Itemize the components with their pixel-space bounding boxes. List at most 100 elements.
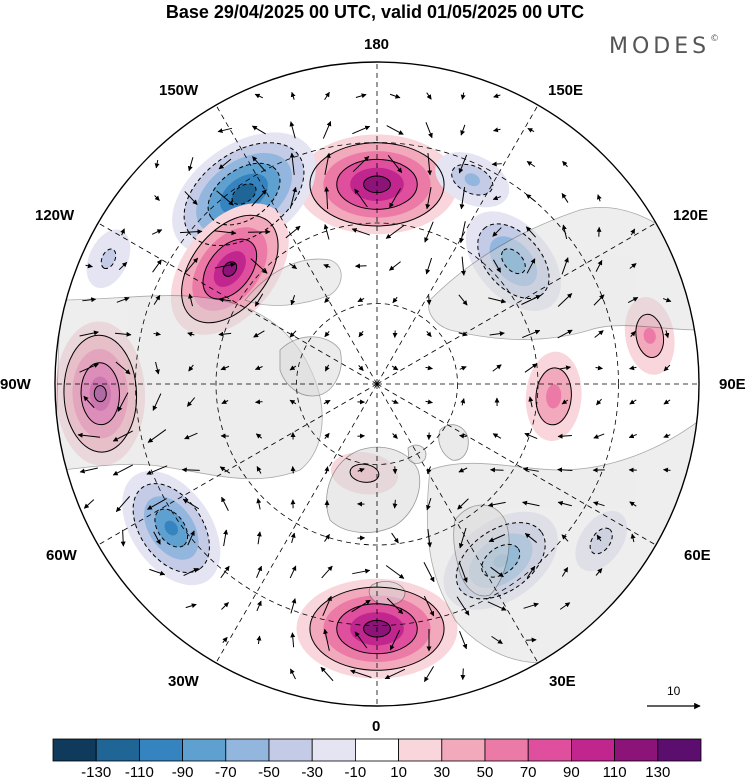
wind-arrow bbox=[488, 297, 507, 304]
wind-arrow bbox=[290, 598, 297, 614]
wind-arrow bbox=[183, 568, 199, 576]
wind-arrow bbox=[218, 297, 232, 303]
anomaly-contour bbox=[477, 223, 550, 300]
wind-arrow bbox=[184, 191, 198, 205]
colorbar-swatch bbox=[354, 738, 399, 762]
wind-arrow bbox=[460, 668, 466, 681]
wind-arrow bbox=[289, 121, 296, 139]
wind-arrow bbox=[153, 331, 161, 337]
wind-arrow bbox=[392, 433, 398, 439]
wind-arrow bbox=[218, 158, 232, 170]
wind-arrow bbox=[392, 296, 398, 304]
anomaly-band bbox=[101, 249, 116, 269]
siberia-landmass bbox=[428, 207, 699, 340]
wind-arrow bbox=[630, 228, 636, 236]
wind-arrow bbox=[596, 194, 602, 202]
latitude-circle bbox=[135, 142, 619, 626]
wind-arrow bbox=[629, 365, 637, 371]
wind-arrow bbox=[458, 294, 468, 306]
wind-arrow bbox=[629, 399, 637, 405]
wind-arrow bbox=[151, 229, 163, 235]
wind-arrow bbox=[114, 331, 132, 337]
wind-arrow bbox=[392, 499, 398, 509]
anomaly-contour bbox=[154, 508, 189, 548]
latitude-circle bbox=[296, 303, 458, 465]
wind-arrow bbox=[491, 635, 503, 645]
wind-arrow bbox=[663, 467, 671, 473]
wind-arrow bbox=[187, 331, 195, 337]
anomaly-contour bbox=[635, 313, 665, 359]
colorbar-swatch bbox=[614, 738, 659, 762]
wind-arrow bbox=[253, 330, 265, 338]
anomaly-contour bbox=[309, 586, 445, 671]
wind-arrow bbox=[324, 432, 330, 440]
wind-arrow bbox=[186, 397, 196, 407]
colorbar-swatch bbox=[571, 738, 616, 762]
wind-arrow bbox=[459, 631, 468, 650]
wind-arrow bbox=[83, 499, 95, 509]
colorbar-swatch bbox=[484, 738, 529, 762]
wind-arrow bbox=[527, 128, 535, 133]
colorbar-swatch bbox=[52, 738, 97, 762]
wind-arrow bbox=[557, 293, 573, 307]
wind-arrow bbox=[664, 330, 670, 339]
land-masses bbox=[55, 207, 699, 663]
lon-label-180: 180 bbox=[364, 36, 390, 53]
wind-arrow bbox=[323, 223, 330, 240]
wind-arrow bbox=[354, 631, 368, 649]
wind-arrow bbox=[459, 187, 466, 210]
wind-arrow bbox=[427, 528, 433, 548]
wind-arrow bbox=[221, 399, 229, 404]
wind-arrow bbox=[492, 259, 502, 273]
wind-arrow bbox=[490, 566, 504, 578]
wind-arrow bbox=[256, 600, 262, 612]
wind-arrow bbox=[460, 124, 466, 136]
wind-arrow bbox=[250, 258, 268, 274]
wind-arrow bbox=[423, 595, 435, 617]
wind-arrow bbox=[561, 193, 569, 203]
wind-arrow bbox=[289, 186, 298, 209]
wind-arrow bbox=[185, 603, 197, 609]
wind-arrow bbox=[526, 258, 536, 274]
lon-label-90e: 90E bbox=[719, 376, 746, 393]
wind-arrow bbox=[214, 230, 237, 236]
north-america-landmass bbox=[55, 295, 323, 480]
wind-arrow bbox=[251, 125, 266, 135]
wind-arrow bbox=[351, 599, 371, 613]
wind-arrow bbox=[487, 601, 507, 611]
wind-arrow bbox=[79, 467, 98, 474]
wind-arrow bbox=[525, 226, 537, 238]
wind-arrow bbox=[222, 636, 228, 644]
wind-arrow bbox=[79, 330, 99, 337]
wind-arrow bbox=[323, 628, 330, 651]
wind-arrow bbox=[662, 297, 672, 303]
wind-arrow bbox=[493, 93, 501, 99]
wind-arrow bbox=[290, 668, 296, 680]
colorbar-tick-label: -110 bbox=[124, 764, 154, 781]
wind-arrow bbox=[149, 568, 166, 576]
wind-arrow bbox=[324, 152, 331, 175]
wind-arrow bbox=[290, 466, 296, 474]
colorbar-swatch bbox=[527, 738, 572, 762]
wind-arrow bbox=[391, 532, 399, 544]
wind-arrow bbox=[147, 498, 167, 510]
wind-arrow bbox=[324, 186, 330, 210]
wind-arrow bbox=[596, 398, 602, 406]
anomaly-contour bbox=[501, 248, 526, 275]
wind-arrow bbox=[181, 467, 200, 473]
wind-arrow bbox=[423, 666, 435, 683]
wind-arrow bbox=[218, 331, 232, 337]
wind-arrow bbox=[217, 127, 233, 134]
colorbar-swatch bbox=[95, 738, 140, 762]
wind-vector-field bbox=[77, 91, 672, 683]
wind-arrow bbox=[663, 399, 671, 405]
wind-arrow bbox=[524, 432, 538, 440]
colorbar-tick-label: 50 bbox=[476, 764, 494, 781]
lon-label-90w: 90W bbox=[0, 376, 31, 393]
wind-arrow bbox=[594, 330, 604, 338]
wind-arrow bbox=[120, 228, 125, 236]
wind-arrow bbox=[459, 366, 467, 371]
anomaly-contour bbox=[207, 162, 281, 226]
wind-arrow bbox=[629, 501, 637, 507]
wind-arrow bbox=[663, 433, 671, 438]
